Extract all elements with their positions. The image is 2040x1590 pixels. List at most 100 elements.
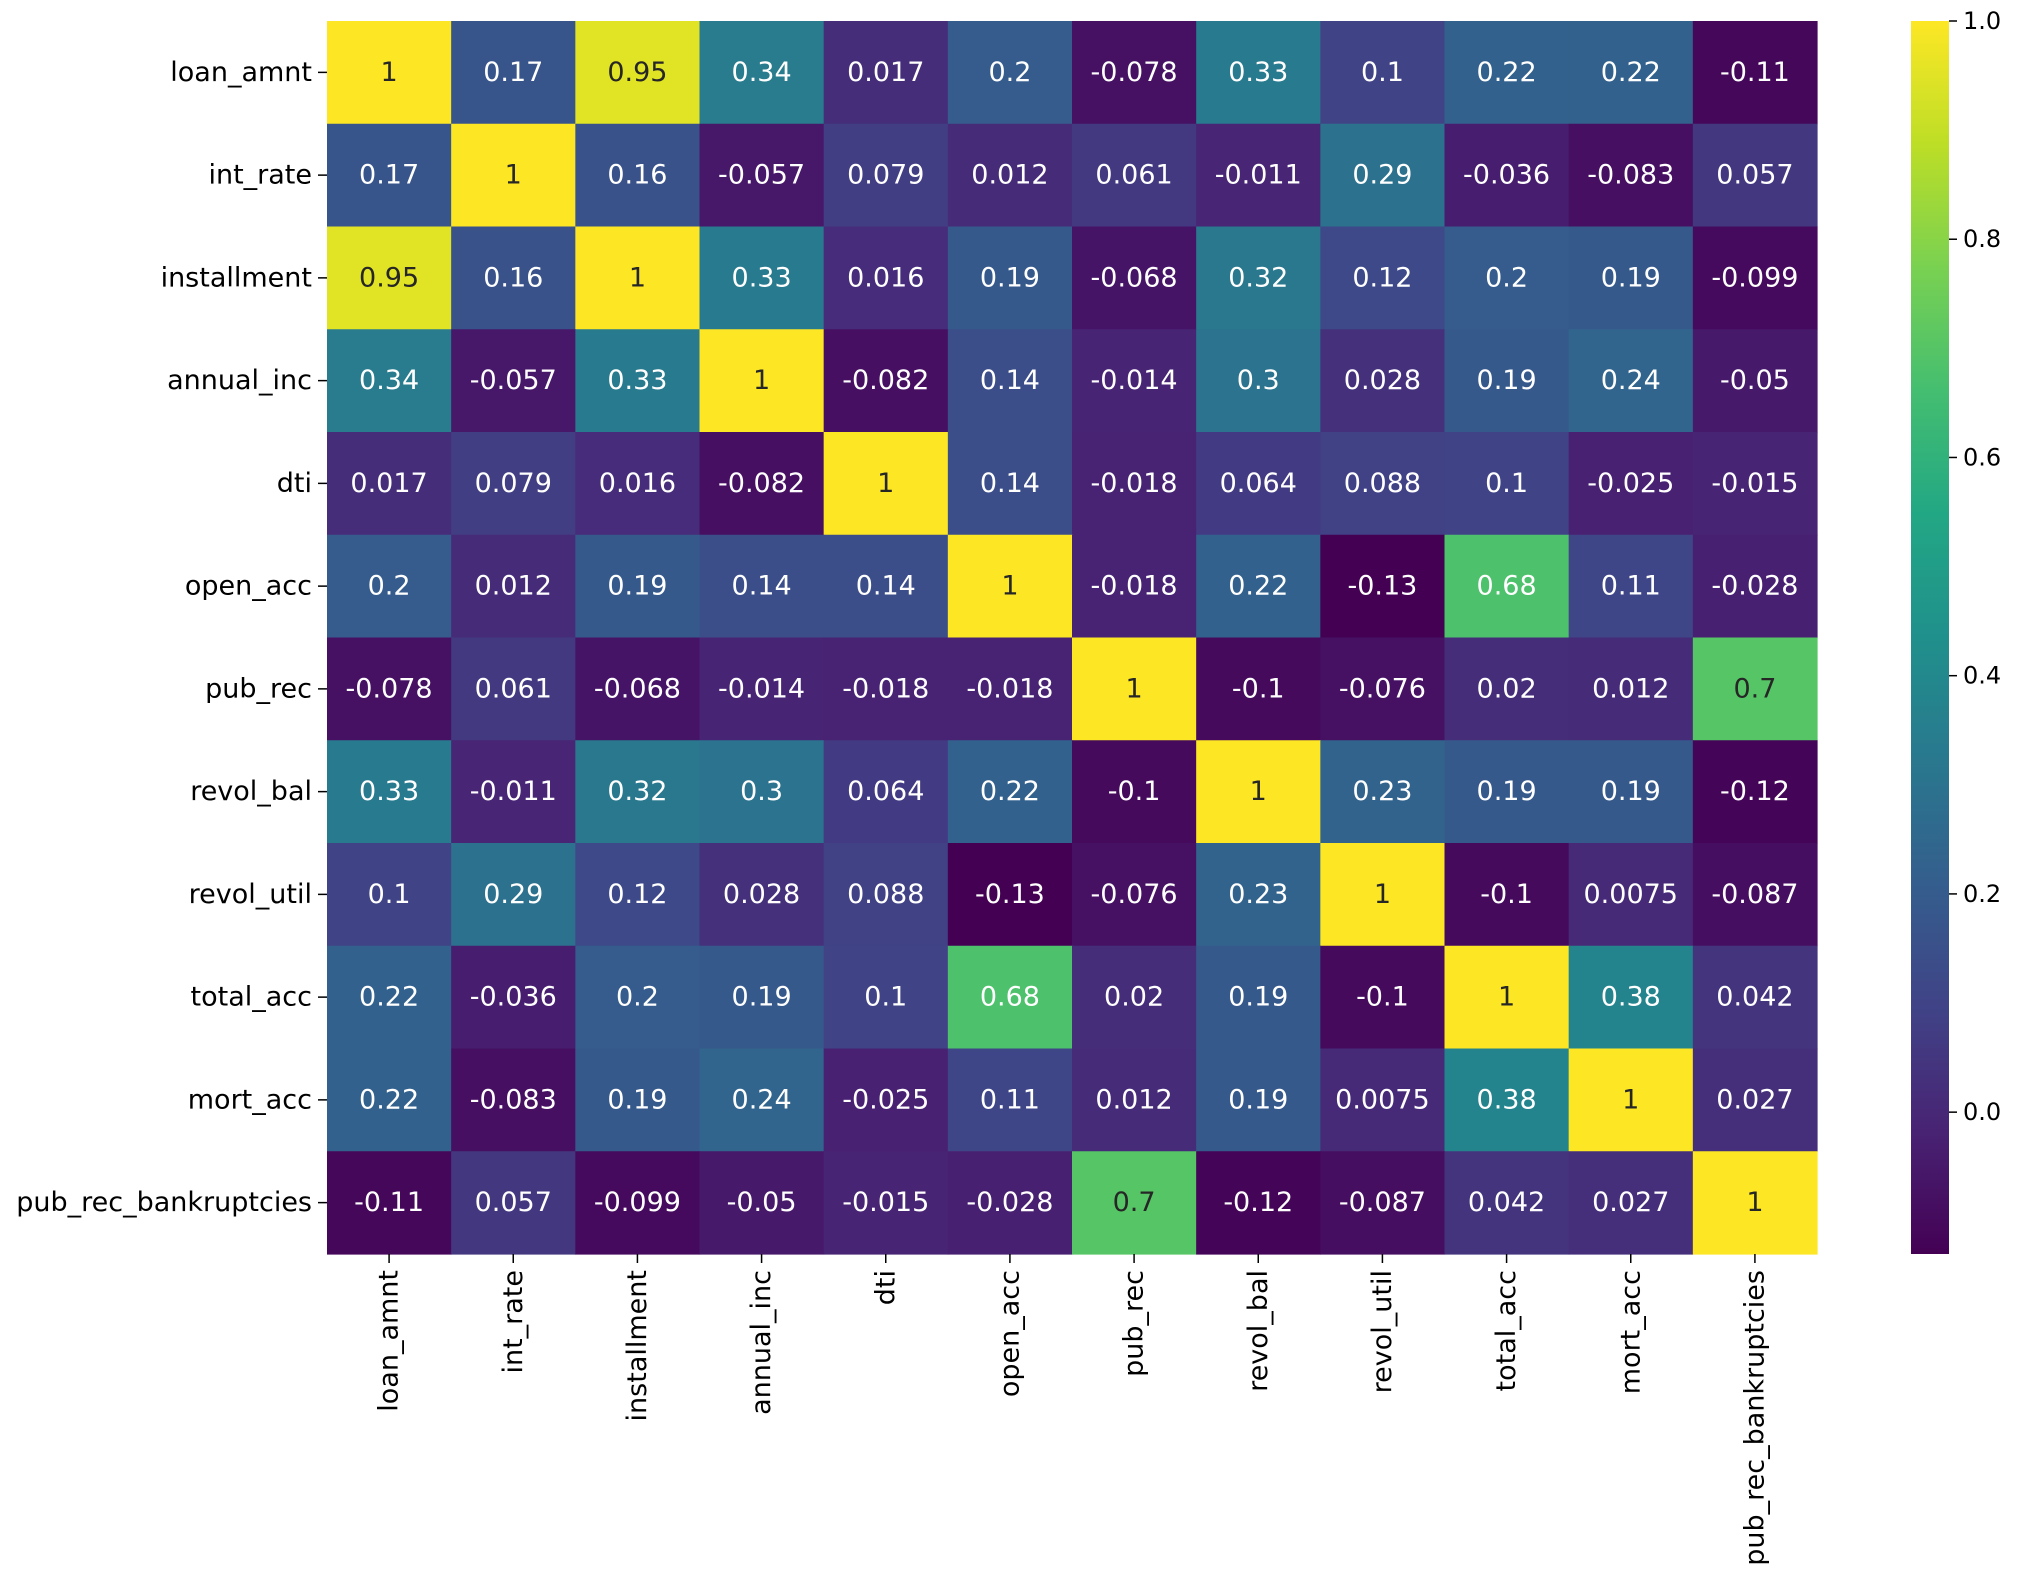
colorbar-tick-label: 0.8 [1963,225,2001,253]
cell-value-label: -0.014 [1091,365,1178,396]
heatmap-cell-dti-pub_rec_bankruptcies [1692,432,1818,536]
heatmap-cell-revol_bal-pub_rec_bankruptcies [1692,740,1818,844]
heatmap-cell-pub_rec_bankruptcies-revol_util [1320,1151,1446,1255]
cell-value-label: 0.33 [1228,57,1288,88]
heatmap-cell-mort_acc-open_acc [947,1048,1073,1152]
cell-value-label: 0.1 [1485,468,1528,499]
cell-value-label: 0.29 [1352,160,1412,191]
cell-value-label: 0.32 [1228,262,1288,293]
cell-value-label: 0.061 [1095,160,1172,191]
x-tick-label-dti: dti [870,1270,901,1305]
cell-value-label: 0.34 [359,365,419,396]
heatmap-cell-loan_amnt-dti [823,21,949,125]
heatmap-cell-open_acc-revol_util [1320,534,1446,639]
heatmap-cell-mort_acc-mort_acc [1568,1048,1694,1152]
cell-value-label: 0.14 [980,468,1040,499]
heatmap-cell-pub_rec_bankruptcies-loan_amnt [327,1151,452,1255]
x-tick-label-revol_bal: revol_bal [1243,1270,1274,1392]
colorbar-tick-label: 0.4 [1963,662,2001,690]
heatmap-cell-total_acc-total_acc [1444,945,1570,1050]
heatmap-cell-pub_rec_bankruptcies-int_rate [451,1151,576,1255]
heatmap-cell-revol_bal-total_acc [1444,740,1570,844]
heatmap-cell-installment-installment [575,226,701,330]
heatmap-cell-loan_amnt-installment [575,21,701,125]
cell-value-label: 0.057 [475,1187,552,1218]
heatmap-cell-revol_util-int_rate [451,843,576,947]
heatmap-cell-dti-revol_util [1320,432,1446,536]
cell-value-label: -0.13 [975,879,1045,910]
heatmap-cell-loan_amnt-int_rate [451,21,576,125]
heatmap-cell-revol_util-pub_rec [1072,843,1197,947]
cell-value-label: 0.38 [1477,1084,1537,1115]
cell-value-label: -0.099 [594,1187,681,1218]
heatmap-cell-revol_bal-revol_util [1320,740,1446,844]
heatmap-cell-revol_bal-mort_acc [1568,740,1694,844]
heatmap-cell-dti-loan_amnt [327,432,452,536]
heatmap-cell-installment-int_rate [451,226,576,330]
heatmap-cell-pub_rec-open_acc [947,637,1073,741]
heatmap-cell-dti-dti [823,432,949,536]
cell-value-label: 0.079 [475,468,552,499]
heatmap-cell-int_rate-revol_util [1320,123,1446,228]
cell-value-label: 0.33 [732,262,792,293]
cell-value-label: 0.042 [1468,1187,1545,1218]
heatmap-cell-loan_amnt-pub_rec_bankruptcies [1692,21,1818,125]
cell-value-label: -0.025 [842,1084,929,1115]
cell-value-label: 0.012 [1592,673,1669,704]
cell-value-label: 0.16 [607,160,667,191]
cell-value-label: 0.19 [1228,982,1288,1013]
heatmap-cell-total_acc-annual_inc [699,945,825,1050]
x-axis-tick-labels: loan_amnt int_rate installment annual_inc dt… [374,1254,1770,1566]
heatmap-cell-dti-annual_inc [699,432,825,536]
heatmap-cell-revol_util-revol_util [1320,843,1446,947]
heatmap-cell-revol_bal-annual_inc [699,740,825,844]
cell-value-label: -0.083 [470,1084,557,1115]
x-tick-label-loan_amnt: loan_amnt [374,1270,405,1412]
heatmap-cell-int_rate-dti [823,123,949,228]
heatmap-cell-installment-revol_util [1320,226,1446,330]
heatmap-cell-pub_rec-pub_rec [1072,637,1197,741]
heatmap-cell-revol_util-pub_rec_bankruptcies [1692,843,1818,947]
cell-value-label: 0.11 [1601,571,1661,602]
heatmap-cell-total_acc-installment [575,945,701,1050]
cell-value-label: -0.11 [354,1187,424,1218]
cell-value-label: -0.087 [1711,879,1798,910]
cell-value-label: 0.95 [359,262,419,293]
cell-value-label: 0.016 [847,262,924,293]
cell-value-label: 0.042 [1716,982,1793,1013]
heatmap-cell-installment-revol_bal [1196,226,1321,330]
heatmap-cell-loan_amnt-mort_acc [1568,21,1694,125]
cell-value-label: 0.012 [971,160,1048,191]
heatmap-cell-total_acc-pub_rec_bankruptcies [1692,945,1818,1050]
heatmap-cell-int_rate-mort_acc [1568,123,1694,228]
x-tick-label-annual_inc: annual_inc [746,1270,777,1415]
heatmap-cell-pub_rec_bankruptcies-pub_rec_bankruptcies [1692,1151,1818,1255]
cell-value-label: 0.11 [980,1084,1040,1115]
cell-value-label: 0.7 [1733,673,1776,704]
heatmap-cell-open_acc-pub_rec_bankruptcies [1692,534,1818,639]
heatmap-cell-revol_bal-int_rate [451,740,576,844]
cell-value-label: 0.17 [359,160,419,191]
heatmap-cell-int_rate-open_acc [947,123,1073,228]
cell-value-label: -0.076 [1339,673,1426,704]
y-tick-label-dti: dti [277,468,312,499]
cell-value-label: 0.34 [732,57,792,88]
heatmap-cell-open_acc-loan_amnt [327,534,452,639]
cell-value-label: -0.12 [1223,1187,1293,1218]
heatmap-cell-installment-dti [823,226,949,330]
heatmap-cell-installment-open_acc [947,226,1073,330]
heatmap-cell-loan_amnt-pub_rec [1072,21,1197,125]
heatmap-cell-revol_bal-dti [823,740,949,844]
heatmap-cell-annual_inc-loan_amnt [327,329,452,433]
cell-value-label: 0.29 [483,879,543,910]
heatmap-cell-revol_bal-loan_amnt [327,740,452,844]
cell-value-label: 0.14 [856,571,916,602]
cell-value-label: 0.14 [732,571,792,602]
heatmap-cell-dti-int_rate [451,432,576,536]
heatmap-cell-annual_inc-revol_util [1320,329,1446,433]
heatmap-cell-loan_amnt-open_acc [947,21,1073,125]
cell-value-label: -0.068 [594,673,681,704]
heatmap-cell-revol_util-total_acc [1444,843,1570,947]
cell-value-label: 0.19 [1477,365,1537,396]
cell-value-label: -0.018 [842,673,929,704]
